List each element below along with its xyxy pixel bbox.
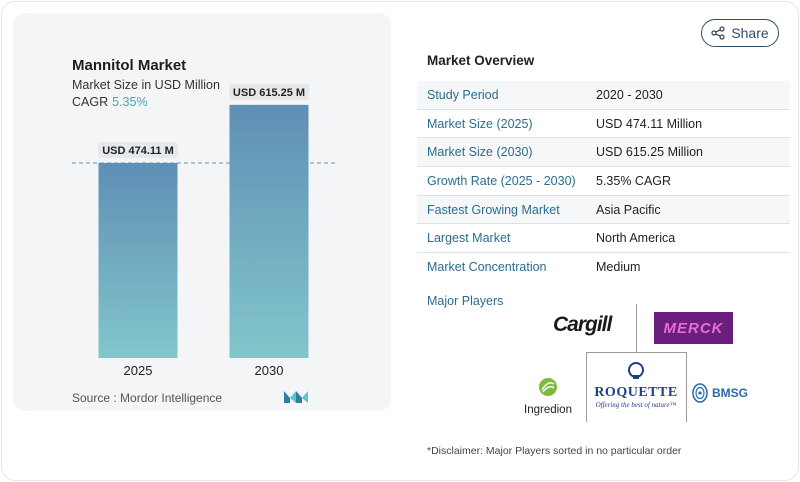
disclaimer-text: *Disclaimer: Major Players sorted in no … xyxy=(427,445,682,457)
overview-value: Asia Pacific xyxy=(596,202,661,217)
grid-divider xyxy=(636,304,637,352)
bmsg-name: BMSG xyxy=(712,386,748,400)
overview-row-market-size-2025: Market Size (2025) USD 474.11 Million xyxy=(417,110,790,139)
ingredion-name: Ingredion xyxy=(524,404,572,416)
overview-row-growth-rate: Growth Rate (2025 - 2030) 5.35% CAGR xyxy=(417,167,790,196)
overview-row-largest-market: Largest Market North America xyxy=(417,224,790,254)
ingredion-leaf-icon xyxy=(539,378,557,396)
chart-card xyxy=(13,13,391,411)
overview-value: USD 615.25 Million xyxy=(596,145,703,160)
data-label-2030: USD 615.25 M xyxy=(233,87,305,99)
grid-divider xyxy=(586,352,587,422)
roquette-drop-icon xyxy=(628,362,644,379)
bar-2030 xyxy=(229,104,309,359)
bmsg-emblem-icon xyxy=(692,383,708,403)
overview-label: Largest Market xyxy=(427,231,511,246)
overview-label: Market Concentration xyxy=(427,260,547,275)
overview-row-fastest-growing: Fastest Growing Market Asia Pacific xyxy=(417,195,790,225)
source-text: Source : Mordor Intelligence xyxy=(72,391,223,405)
overview-label: Fastest Growing Market xyxy=(427,202,560,217)
category-label-2025: 2025 xyxy=(124,363,153,378)
data-label-2025: USD 474.11 M xyxy=(102,145,174,157)
grid-divider xyxy=(686,352,687,422)
roquette-tagline: Offering the best of nature™ xyxy=(595,401,677,409)
mordor-logo-icon xyxy=(284,391,308,403)
overview-row-study-period: Study Period 2020 - 2030 xyxy=(417,81,790,110)
overview-label: Study Period xyxy=(427,87,499,102)
bmsg-logo: BMSG xyxy=(691,382,748,404)
overview-label: Market Size (2025) xyxy=(427,116,533,131)
overview-value: Medium xyxy=(596,260,641,275)
cagr-label: CAGR xyxy=(72,95,109,109)
overview-row-concentration: Market Concentration Medium xyxy=(417,253,790,282)
cagr-value: 5.35% xyxy=(112,95,148,109)
market-overview-title: Market Overview xyxy=(427,53,535,68)
bar-2025 xyxy=(98,162,178,358)
overview-value: North America xyxy=(596,231,676,246)
cargill-logo: Cargill xyxy=(553,313,612,336)
data-label-bg-2030 xyxy=(229,83,309,100)
share-button[interactable]: Share xyxy=(701,19,779,47)
overview-label: Growth Rate (2025 - 2030) xyxy=(427,173,576,188)
overview-label: Market Size (2030) xyxy=(427,145,533,160)
grid-divider xyxy=(586,352,687,353)
share-icon xyxy=(711,26,725,40)
data-label-bg-2025 xyxy=(98,141,178,158)
overview-row-market-size-2030: Market Size (2030) USD 615.25 Million xyxy=(417,138,790,168)
merck-logo-text: MERCK xyxy=(663,319,724,337)
major-players-label: Major Players xyxy=(427,294,504,308)
overview-value: USD 474.11 Million xyxy=(596,116,703,131)
ingredion-logo: Ingredion xyxy=(519,377,577,416)
merck-logo: MERCK xyxy=(654,312,733,344)
cagr-line: CAGR 5.35% xyxy=(72,95,148,109)
roquette-name: ROQUETTE xyxy=(594,385,678,400)
overview-value: 5.35% CAGR xyxy=(596,173,672,188)
overview-value: 2020 - 2030 xyxy=(596,87,663,102)
market-overview-table: Study Period 2020 - 2030 Market Size (20… xyxy=(417,81,790,282)
roquette-logo: ROQUETTE Offering the best of nature™ xyxy=(590,362,682,409)
bar-chart: USD 474.11 M USD 615.25 M 2025 2030 xyxy=(72,83,336,378)
chart-title: Mannitol Market xyxy=(72,57,187,74)
category-label-2030: 2030 xyxy=(255,363,284,378)
share-label: Share xyxy=(731,25,769,41)
chart-subtitle: Market Size in USD Million xyxy=(72,78,220,92)
